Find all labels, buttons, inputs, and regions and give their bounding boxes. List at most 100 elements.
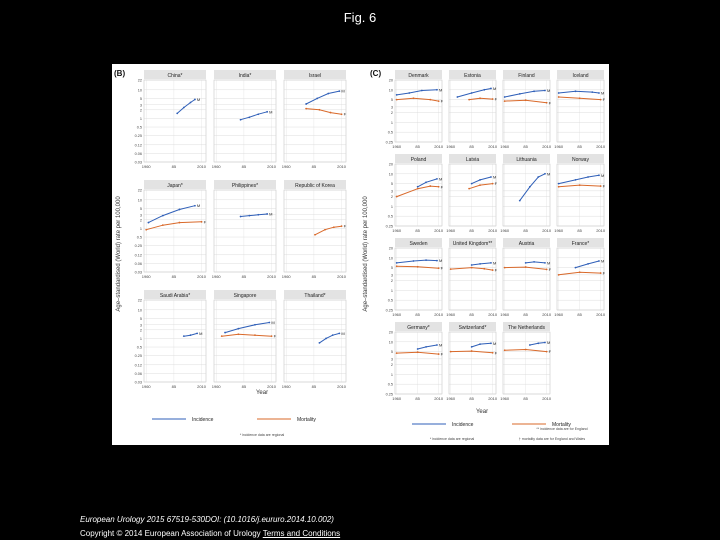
y-tick-label: 0.06 <box>135 372 142 376</box>
mortality-point <box>340 225 343 228</box>
x-tick-label: 2010 <box>488 396 498 401</box>
incidence-point <box>266 110 269 113</box>
incidence-point <box>483 88 486 91</box>
x-tick-label: 85 <box>172 164 177 169</box>
panel-title: Estonia <box>464 73 481 79</box>
mortality-point <box>329 111 332 114</box>
series-end-label: M <box>493 260 496 265</box>
incidence-line <box>558 90 600 94</box>
y-tick-label: 10 <box>389 340 393 344</box>
mortality-point <box>324 228 326 231</box>
incidence-point <box>537 176 540 178</box>
series-end-label: F <box>344 224 347 229</box>
y-tick-label: 0.25 <box>386 309 393 313</box>
incidence-point <box>425 181 427 184</box>
incidence-point <box>239 215 242 218</box>
y-tick-label: 2 <box>391 195 393 199</box>
x-tick-label: 2010 <box>542 144 552 149</box>
legend-mortality-label: Mortality <box>552 422 571 428</box>
incidence-point <box>479 263 481 265</box>
incidence-point <box>189 334 192 337</box>
y-tick-label: 2 <box>391 111 393 115</box>
series-end-label: M <box>439 342 442 347</box>
y-tick-label: 0.25 <box>135 244 142 248</box>
x-tick-label: 2010 <box>337 274 347 279</box>
series-end-label: M <box>547 171 550 176</box>
mortality-point <box>416 265 419 268</box>
mortality-line <box>221 333 272 337</box>
mortality-point <box>395 195 398 198</box>
series-end-label: M <box>493 341 496 346</box>
x-tick-label: 85 <box>242 384 247 389</box>
x-tick-label: 85 <box>415 144 420 149</box>
panel-title: Latvia <box>466 157 480 163</box>
x-tick-label: 2010 <box>542 396 552 401</box>
incidence-line <box>519 173 546 201</box>
figure-title: Fig. 6 <box>343 10 377 25</box>
mortality-point <box>314 233 316 236</box>
x-tick-label: 85 <box>242 274 247 279</box>
panel-header <box>284 180 346 189</box>
incidence-point <box>598 174 600 177</box>
mortality-point <box>178 221 181 224</box>
incidence-point <box>331 334 334 337</box>
x-tick-label: 1960 <box>392 144 402 149</box>
series-end-label: M <box>601 90 604 95</box>
incidence-point <box>327 92 330 95</box>
x-tick-label: 2010 <box>267 164 277 169</box>
mortality-point <box>599 185 602 187</box>
incidence-point <box>305 103 308 105</box>
y-tick-label: 5 <box>391 98 393 102</box>
series-end-label: M <box>197 97 200 102</box>
x-tick-label: 85 <box>577 228 582 233</box>
x-tick-label: 1960 <box>446 396 456 401</box>
series-end-label: M <box>547 340 550 345</box>
plot-area <box>448 331 497 395</box>
mortality-line <box>306 108 342 115</box>
series-end-label: M <box>269 109 272 114</box>
incidence-point <box>425 345 427 348</box>
incidence-point <box>420 89 423 92</box>
incidence-point <box>194 204 196 207</box>
plot-area <box>213 79 277 163</box>
incidence-point <box>544 172 546 175</box>
incidence-point <box>268 321 271 324</box>
mortality-point <box>237 333 240 336</box>
mortality-point <box>578 184 581 187</box>
plot-area <box>394 247 443 311</box>
incidence-point <box>395 93 398 96</box>
incidence-point <box>490 342 492 345</box>
incidence-line <box>504 90 546 98</box>
mortality-point <box>491 351 494 354</box>
y-tick-label: 1 <box>140 227 142 231</box>
panel-title: Saudi Arabia* <box>160 293 190 299</box>
terms-link[interactable]: Terms and Conditions <box>262 529 341 538</box>
incidence-line <box>396 89 438 96</box>
y-tick-label: 0.5 <box>137 236 142 240</box>
y-tick-label: 0.25 <box>135 134 142 138</box>
panel-header <box>214 180 276 189</box>
x-tick-label: 85 <box>172 274 177 279</box>
series-end-label: M <box>439 258 442 263</box>
x-tick-label: 2010 <box>197 274 207 279</box>
panel-header <box>395 238 442 247</box>
plot-area <box>502 79 551 143</box>
x-tick-label: 2010 <box>596 312 606 317</box>
y-tick-label: 1 <box>391 373 393 377</box>
panel-title: Denmark <box>408 73 429 79</box>
x-tick-label: 2010 <box>197 384 207 389</box>
incidence-point <box>254 323 256 326</box>
mortality-point <box>468 98 471 101</box>
x-tick-label: 1960 <box>500 228 510 233</box>
series-end-label: M <box>271 320 274 325</box>
incidence-line <box>558 174 600 185</box>
y-tick-label: 22 <box>138 189 142 193</box>
y-tick-label: 1 <box>391 289 393 293</box>
incidence-point <box>479 343 481 346</box>
plot-area <box>448 163 497 227</box>
incidence-point <box>237 327 240 330</box>
incidence-point <box>490 87 492 90</box>
incidence-point <box>479 179 481 181</box>
incidence-point <box>412 260 415 262</box>
panel-header <box>144 180 206 189</box>
